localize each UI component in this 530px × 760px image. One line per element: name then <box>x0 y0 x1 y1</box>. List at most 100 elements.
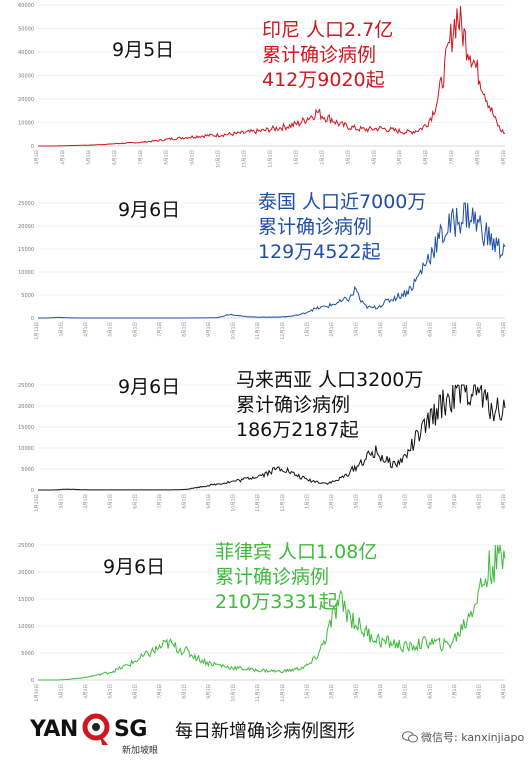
y-tick-label: 0 <box>31 678 34 684</box>
x-tick-label: 3月1日 <box>345 150 351 165</box>
y-tick-label: 25000 <box>18 383 34 389</box>
x-tick-label: 7月1日 <box>138 150 144 165</box>
chart-info-caption: 累计确诊病例 <box>236 394 351 416</box>
chart-info: 马来西亚 人口3200万 累计确诊病例 186万2187起 <box>236 368 423 443</box>
x-tick-label: 6月1日 <box>427 494 433 509</box>
x-tick-label: 8月1日 <box>164 150 170 165</box>
y-tick-label: 25000 <box>18 543 34 549</box>
y-tick-label: 15000 <box>18 597 34 603</box>
logo-text-right: SG <box>114 717 147 742</box>
y-tick-label: 20000 <box>18 570 34 576</box>
chart-info-total: 186万2187起 <box>236 419 359 441</box>
chart-info-population: 泰国 人口近7000万 <box>258 191 427 213</box>
x-tick-label: 6月1日 <box>427 322 433 337</box>
x-tick-label: 8月1日 <box>181 684 187 699</box>
x-tick-label: 6月1日 <box>132 684 138 699</box>
x-tick-label: 1月25日 <box>34 494 40 512</box>
y-tick-label: 0 <box>31 144 34 150</box>
x-tick-label: 5月1日 <box>108 322 114 337</box>
chart-info: 菲律宾 人口1.08亿 累计确诊病例 210万3331起 <box>215 540 377 615</box>
chart-info-caption: 累计确诊病例 <box>262 44 377 66</box>
x-tick-label: 11月1日 <box>255 494 261 512</box>
x-tick-label: 3月1日 <box>59 322 65 337</box>
x-tick-label: 3月1日 <box>354 684 360 699</box>
x-tick-label: 10月1日 <box>231 322 237 340</box>
chart-date-label: 9月5日 <box>112 39 175 61</box>
footer-caption: 每日新增确诊病例图形 <box>175 721 355 742</box>
philippines-chart-panel: 0 5000 10000 15000 20000 25000 1月30日 3月1日 4月1日 5月… <box>0 530 530 702</box>
x-tick-label: 4月1日 <box>378 684 384 699</box>
x-tick-label: 12月1日 <box>280 494 286 512</box>
chart-info: 印尼 人口2.7亿 累计确诊病例 412万9020起 <box>262 18 393 93</box>
x-tick-label: 3月1日 <box>59 494 65 509</box>
chart-info: 泰国 人口近7000万 累计确诊病例 129万4522起 <box>258 190 426 265</box>
logo-q-icon <box>82 713 110 745</box>
wechat-icon <box>402 731 418 743</box>
series-line <box>38 544 506 681</box>
indonesia-chart-panel: 0 10000 20000 30000 40000 50000 60000 3月1日 4月1日 5… <box>0 0 530 178</box>
x-tick-label: 3月1日 <box>354 322 360 337</box>
x-tick-label: 9月1日 <box>501 150 507 165</box>
footer: YAN SG 新加坡眼 每日新增确诊病例图形 微信号: kanxinjiapo <box>0 705 530 760</box>
x-tick-label: 8月1日 <box>476 684 482 699</box>
x-tick-label: 4月1日 <box>60 150 66 165</box>
chart-date-label: 9月6日 <box>118 199 181 221</box>
x-tick-label: 5月1日 <box>403 322 409 337</box>
x-tick-label: 7月1日 <box>157 684 163 699</box>
logo-text-left: YAN <box>30 717 78 742</box>
x-tick-label: 9月1日 <box>206 322 212 337</box>
series-line <box>38 5 506 147</box>
x-tick-label: 2月1日 <box>319 150 325 165</box>
x-tick-label: 8月1日 <box>475 150 481 165</box>
x-tick-label: 5月1日 <box>108 684 114 699</box>
x-tick-label: 7月1日 <box>157 494 163 509</box>
x-tick-label: 12月1日 <box>268 150 274 168</box>
wechat-id: 微信号: kanxinjiapo <box>402 729 524 745</box>
x-tick-label: 12月1日 <box>280 322 286 340</box>
x-tick-label: 8月1日 <box>181 322 187 337</box>
y-tick-label: 20000 <box>18 404 34 410</box>
x-tick-label: 9月1日 <box>501 494 507 509</box>
x-tick-label: 5月1日 <box>397 150 403 165</box>
x-tick-label: 1月1日 <box>293 150 299 165</box>
y-tick-label: 5000 <box>21 293 34 299</box>
x-tick-label: 11月1日 <box>242 150 248 168</box>
y-tick-label: 10000 <box>18 624 34 630</box>
x-tick-label: 4月1日 <box>83 494 89 509</box>
x-tick-label: 9月1日 <box>501 684 507 699</box>
series-line <box>38 384 506 491</box>
x-tick-label: 7月1日 <box>452 494 458 509</box>
chart-info-caption: 累计确诊病例 <box>215 566 330 588</box>
x-tick-label: 2月1日 <box>329 322 335 337</box>
thailand-chart: 0 5000 10000 15000 20000 25000 1月13日 3月1日 4月1日 5月… <box>18 201 507 340</box>
y-tick-label: 5000 <box>21 651 34 657</box>
y-tick-label: 60000 <box>18 3 34 9</box>
x-tick-label: 4月1日 <box>378 494 384 509</box>
chart-info-total: 412万9020起 <box>262 69 385 91</box>
x-tick-label: 10月1日 <box>231 494 237 512</box>
x-tick-label: 1月1日 <box>304 684 310 699</box>
thailand-chart-panel: 0 5000 10000 15000 20000 25000 1月13日 3月1日 4月1日 5月… <box>0 185 530 350</box>
y-tick-label: 20000 <box>18 224 34 230</box>
x-tick-label: 4月1日 <box>378 322 384 337</box>
y-tick-label: 25000 <box>18 201 34 207</box>
chart-info-caption: 累计确诊病例 <box>258 216 373 238</box>
x-tick-label: 8月1日 <box>476 322 482 337</box>
x-tick-label: 9月1日 <box>206 494 212 509</box>
chart-date-label: 9月6日 <box>103 556 166 578</box>
x-tick-label: 6月1日 <box>132 494 138 509</box>
x-tick-label: 6月1日 <box>423 150 429 165</box>
x-tick-label: 9月1日 <box>190 150 196 165</box>
x-tick-label: 5月1日 <box>403 684 409 699</box>
y-tick-label: 10000 <box>18 270 34 276</box>
x-tick-label: 7月1日 <box>452 322 458 337</box>
chart-date-label: 9月6日 <box>118 376 181 398</box>
x-tick-label: 1月30日 <box>34 684 40 702</box>
x-tick-label: 6月1日 <box>132 322 138 337</box>
y-tick-label: 15000 <box>18 247 34 253</box>
x-tick-label: 5月1日 <box>108 494 114 509</box>
chart-info-total: 129万4522起 <box>258 241 381 263</box>
y-tick-label: 0 <box>31 488 34 494</box>
x-tick-label: 5月1日 <box>403 494 409 509</box>
x-tick-label: 12月1日 <box>280 684 286 702</box>
